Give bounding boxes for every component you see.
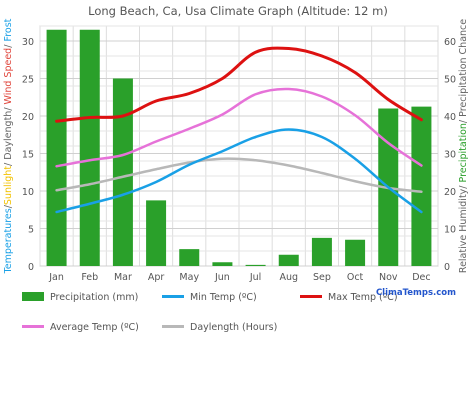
month-label: Jan [48,272,64,283]
legend-item-precipitation: Precipitation (mm) [22,292,138,303]
left-tick-label: 15 [22,150,34,161]
left-tick-label: 10 [22,187,34,198]
chart-title: Long Beach, Ca, Usa Climate Graph (Altit… [88,4,388,18]
legend-label: Max Temp (ºC) [328,292,398,303]
legend-item-average-temp: Average Temp (ºC) [22,322,139,333]
precipitation-bar [179,249,200,266]
min-temp-line [55,128,423,214]
precipitation-bar [79,29,100,266]
precipitation-bar [46,29,67,266]
axes: 0 5 10 15 20 25 30 0 10 20 30 40 50 60 Jan Feb Mar Apr May… [3,18,469,283]
left-axis-title-part: Frost [3,18,14,41]
left-tick-label: 5 [28,225,34,236]
left-axis-title-part: Wind Speed [3,48,14,105]
left-tick-label: 0 [28,262,34,273]
right-tick-label: 20 [444,187,456,198]
right-axis-title-part: Precipitation [458,123,469,182]
legend-item-min-temp: Min Temp (ºC) [162,292,257,303]
month-label: Aug [279,272,298,283]
legend-label: Daylength (Hours) [190,322,277,333]
left-axis-title-part: Sunlight [3,166,14,205]
legend-label: Average Temp (ºC) [50,322,139,333]
right-tick-label: 0 [444,262,450,273]
precipitation-bar [345,239,366,266]
precipitation-bar [146,200,167,266]
left-tick-label: 30 [22,37,34,48]
right-tick-label: 60 [444,37,456,48]
left-tick-label: 25 [22,75,34,86]
right-tick-label: 40 [444,112,456,123]
month-label: Feb [81,272,98,283]
precipitation-bar [278,254,299,266]
legend-label: Precipitation (mm) [50,292,138,303]
left-tick-label: 20 [22,112,34,123]
legend: Precipitation (mm) Min Temp (ºC) Max Temp … [22,292,398,333]
right-axis-title: Relative Humidity/ Precipitation/ Precip… [458,19,469,273]
month-label: Sep [313,272,331,283]
month-label: Nov [379,272,398,283]
legend-swatch [22,292,44,301]
left-axis-title: Temperatures/Sunlight/ Daylength/ Wind S… [3,18,14,274]
plot-area [39,25,439,267]
precipitation-bar [245,264,266,266]
legend-label: Min Temp (ºC) [190,292,257,303]
legend-item-max-temp: Max Temp (ºC) [300,292,398,303]
month-label: Apr [148,272,165,283]
daylength-line [55,157,423,193]
precipitation-bar [112,78,133,266]
month-label: May [179,272,199,283]
right-axis-title-part: Relative Humidity/ [458,182,469,273]
right-tick-label: 10 [444,225,456,236]
left-axis-title-part: / Daylength/ [3,104,14,165]
precipitation-bar [311,237,332,266]
right-axis-title-part: / Precipitation Chance [458,19,469,123]
legend-item-daylength: Daylength (Hours) [162,322,277,333]
precipitation-bar [411,106,432,266]
month-label: Jun [214,272,230,283]
right-tick-label: 30 [444,150,456,161]
precipitation-bar [212,262,233,266]
left-axis-title-part: / [3,42,14,48]
month-label: Jul [249,272,261,283]
right-tick-label: 50 [444,75,456,86]
month-label: Dec [412,272,430,283]
month-label: Oct [347,272,364,283]
climatemps-logo: ClimaTemps.com [376,288,456,298]
month-label: Mar [114,272,132,283]
average-temp-line [55,87,423,168]
left-axis-title-part: Temperatures [3,208,14,274]
max-temp-line [55,46,423,123]
left-axis-title-part: / [3,204,14,208]
